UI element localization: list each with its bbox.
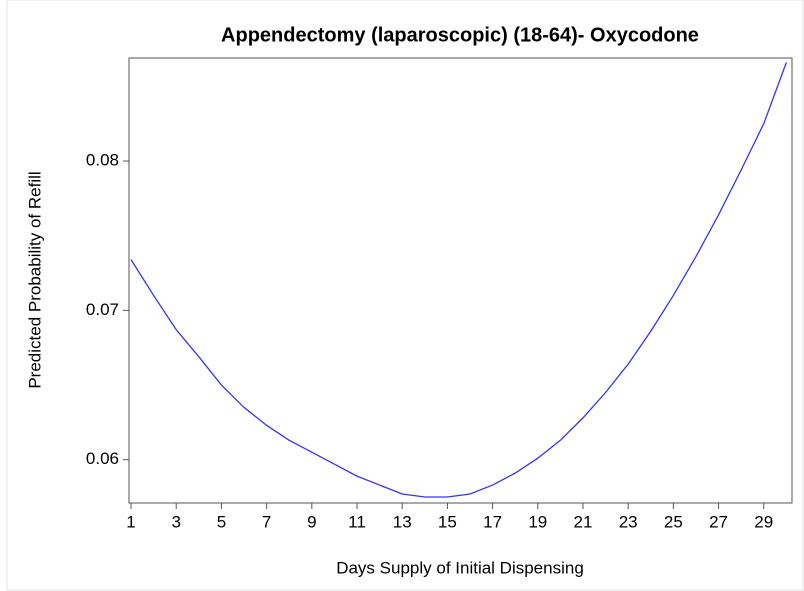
- y-axis-label: Predicted Probability of Refill: [25, 171, 44, 388]
- chart-title: Appendectomy (laparoscopic) (18-64)- Oxy…: [221, 24, 699, 46]
- x-tick-label: 9: [307, 512, 316, 531]
- x-tick-label: 29: [754, 512, 773, 531]
- x-tick-label: 25: [664, 512, 683, 531]
- outer-border: [6, 0, 804, 591]
- x-tick-label: 5: [217, 512, 226, 531]
- x-tick-label: 13: [393, 512, 412, 531]
- x-tick-label: 7: [262, 512, 271, 531]
- y-tick-label: 0.06: [86, 449, 119, 468]
- plot-frame: [128, 57, 793, 504]
- x-tick-label: 27: [709, 512, 728, 531]
- x-tick-label: 1: [126, 512, 135, 531]
- y-tick-label: 0.07: [86, 300, 119, 319]
- x-tick-label: 15: [438, 512, 457, 531]
- y-tick-label: 0.08: [86, 151, 119, 170]
- data-line: [130, 62, 787, 498]
- x-axis-label: Days Supply of Initial Dispensing: [336, 558, 584, 577]
- x-tick-label: 11: [348, 512, 366, 531]
- x-tick-label: 17: [483, 512, 502, 531]
- x-tick-label: 23: [619, 512, 638, 531]
- x-tick-label: 21: [574, 512, 593, 531]
- x-tick-label: 19: [528, 512, 547, 531]
- x-tick-label: 3: [171, 512, 180, 531]
